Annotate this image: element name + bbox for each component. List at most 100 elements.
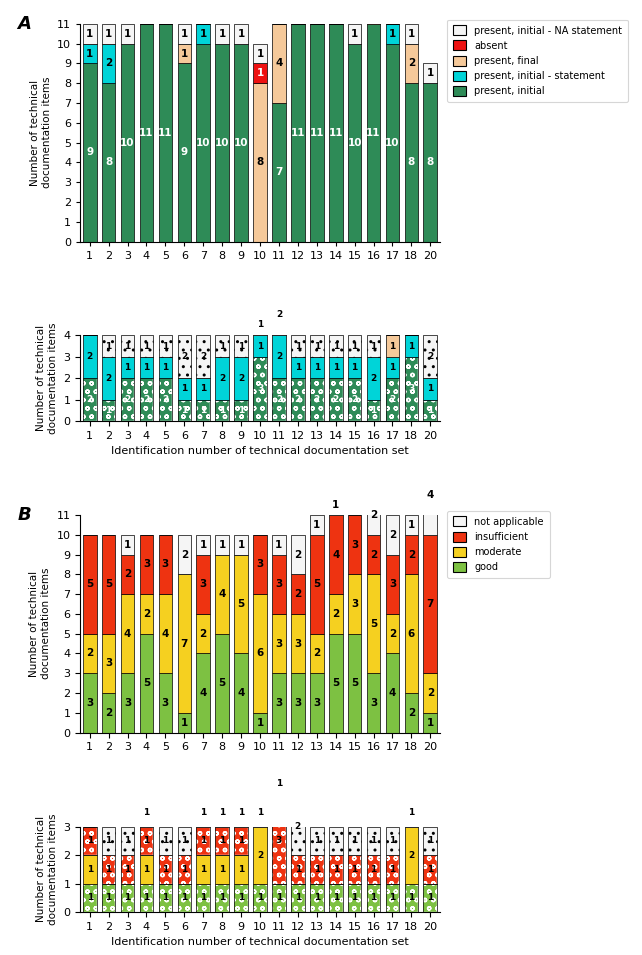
Text: 2: 2: [162, 395, 168, 404]
Bar: [102, 855, 116, 883]
Text: 1: 1: [162, 342, 168, 350]
Text: 1: 1: [408, 893, 415, 902]
Bar: [253, 826, 267, 883]
Text: 1: 1: [180, 717, 188, 728]
Text: 1: 1: [238, 865, 244, 874]
Text: 4: 4: [238, 688, 245, 698]
Bar: [348, 883, 361, 912]
Text: 1: 1: [143, 342, 150, 350]
Bar: [424, 883, 437, 912]
Bar: [102, 24, 116, 44]
Text: 1: 1: [180, 49, 188, 58]
Bar: [83, 826, 96, 855]
Bar: [310, 335, 324, 357]
Bar: [329, 594, 343, 633]
Bar: [159, 535, 172, 594]
Bar: [404, 515, 418, 535]
Bar: [272, 798, 286, 883]
Text: 8: 8: [105, 158, 112, 167]
Bar: [121, 555, 134, 594]
Text: 2: 2: [295, 395, 301, 404]
Bar: [159, 673, 172, 732]
Text: 8: 8: [427, 158, 434, 167]
Bar: [329, 855, 343, 883]
Bar: [121, 855, 134, 883]
Bar: [196, 883, 210, 912]
Bar: [140, 883, 153, 912]
Text: 4: 4: [275, 58, 282, 69]
Text: 2: 2: [276, 309, 282, 319]
Bar: [310, 535, 324, 633]
Bar: [177, 378, 191, 399]
Bar: [253, 83, 267, 242]
Text: 1: 1: [427, 406, 433, 414]
Text: 1: 1: [219, 406, 225, 414]
Text: 2: 2: [276, 352, 282, 361]
Bar: [215, 555, 229, 633]
Text: 1: 1: [389, 893, 395, 902]
Bar: [272, 673, 286, 732]
Text: 6: 6: [408, 628, 415, 639]
Bar: [272, 770, 286, 798]
Text: 2: 2: [389, 395, 395, 404]
Bar: [367, 495, 380, 535]
Text: 1: 1: [427, 837, 433, 845]
Bar: [253, 535, 267, 594]
Text: 2: 2: [257, 851, 263, 860]
Bar: [102, 44, 116, 83]
Bar: [159, 826, 172, 855]
Bar: [83, 883, 96, 912]
Text: 1: 1: [238, 808, 244, 817]
Text: 1: 1: [105, 865, 112, 874]
Bar: [234, 883, 248, 912]
Bar: [310, 673, 324, 732]
Text: 1: 1: [105, 406, 112, 414]
Text: 1: 1: [87, 865, 93, 874]
Bar: [291, 378, 305, 421]
Bar: [404, 335, 418, 357]
Bar: [272, 24, 286, 103]
Bar: [386, 883, 399, 912]
Text: 1: 1: [125, 893, 131, 902]
Text: 4: 4: [218, 589, 226, 599]
Text: 1: 1: [295, 893, 301, 902]
Bar: [83, 378, 96, 421]
Bar: [253, 712, 267, 732]
Bar: [424, 883, 437, 912]
Bar: [310, 515, 324, 535]
Text: 2: 2: [143, 395, 150, 404]
Text: 2: 2: [125, 395, 131, 404]
Bar: [329, 883, 343, 912]
Bar: [121, 535, 134, 555]
Text: 1: 1: [257, 342, 263, 350]
Text: 2: 2: [294, 589, 302, 599]
Bar: [329, 515, 343, 594]
Text: B: B: [17, 506, 31, 524]
Text: 2: 2: [370, 549, 377, 560]
Bar: [272, 883, 286, 912]
Bar: [83, 535, 96, 633]
Bar: [159, 855, 172, 883]
Bar: [159, 594, 172, 673]
Text: 3: 3: [351, 540, 358, 550]
Bar: [329, 24, 343, 242]
Bar: [121, 673, 134, 732]
Bar: [102, 883, 116, 912]
Text: 1: 1: [276, 893, 282, 902]
Text: 10: 10: [385, 138, 400, 148]
Text: 1: 1: [181, 837, 187, 845]
Text: 8: 8: [256, 158, 264, 167]
Bar: [253, 594, 267, 712]
Bar: [177, 399, 191, 421]
Bar: [404, 357, 418, 421]
Text: 1: 1: [200, 385, 206, 393]
Text: 1: 1: [314, 342, 320, 350]
Bar: [177, 399, 191, 421]
Text: 1: 1: [181, 406, 187, 414]
Bar: [234, 826, 248, 855]
Bar: [140, 826, 153, 855]
Bar: [215, 44, 229, 242]
Bar: [272, 378, 286, 421]
Text: 1: 1: [314, 363, 320, 372]
Bar: [367, 574, 380, 673]
